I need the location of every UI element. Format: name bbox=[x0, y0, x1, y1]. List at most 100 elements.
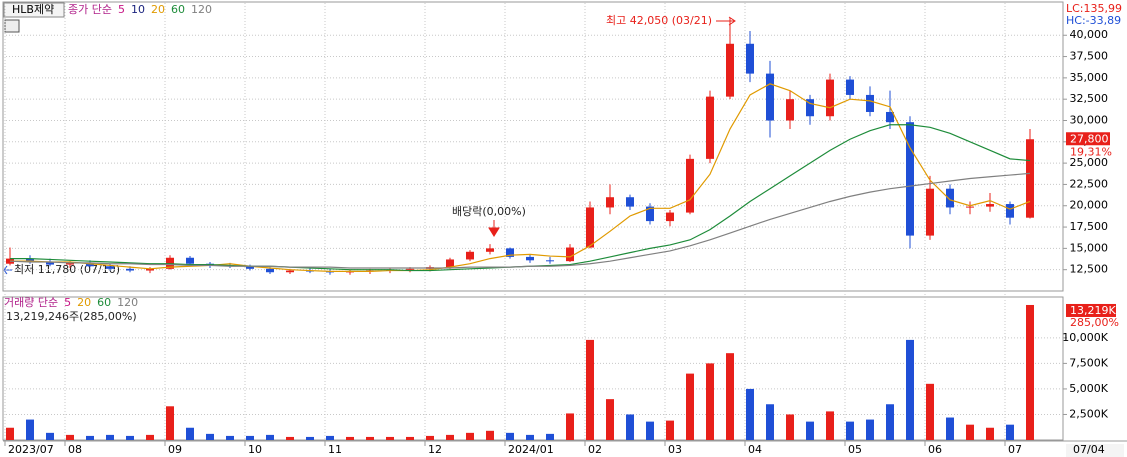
volume-bar bbox=[786, 414, 794, 440]
volume-bar bbox=[486, 430, 494, 440]
candle-body bbox=[126, 268, 134, 271]
volume-bar bbox=[846, 421, 854, 440]
volume-bar bbox=[26, 419, 34, 440]
candle-body bbox=[106, 266, 114, 269]
volume-bar bbox=[326, 435, 334, 440]
volume-bar bbox=[66, 434, 74, 440]
candle-body bbox=[626, 197, 634, 207]
annotation-high: 최고 42,050 (03/21) bbox=[606, 14, 712, 27]
volume-bar bbox=[306, 436, 314, 440]
candle-body bbox=[186, 257, 194, 264]
volume-summary: 13,219,246주(285,00%) bbox=[6, 310, 137, 323]
volume-bar bbox=[566, 413, 574, 440]
candle-body bbox=[1006, 204, 1014, 218]
volume-bar bbox=[686, 373, 694, 440]
price-legend-item: 종가 단순 bbox=[68, 3, 112, 16]
candle-body bbox=[686, 158, 694, 213]
volume-bar bbox=[526, 434, 534, 440]
y-tick-label: 35,000 bbox=[1070, 71, 1109, 84]
y-tick-label: 40,000 bbox=[1070, 28, 1109, 41]
volume-bar bbox=[666, 420, 674, 440]
candle-body bbox=[986, 204, 994, 207]
volume-bar bbox=[646, 421, 654, 440]
annotation-dividend: 배당락(0,00%) bbox=[452, 205, 526, 218]
x-tick-label: 02 bbox=[588, 443, 602, 456]
candle-body bbox=[806, 99, 814, 117]
candle-body bbox=[286, 270, 294, 273]
volume-bar bbox=[946, 417, 954, 440]
table-icon[interactable] bbox=[4, 19, 20, 33]
y-tick-label: 12,500 bbox=[1070, 263, 1109, 276]
candle-body bbox=[946, 188, 954, 208]
candle-body bbox=[566, 247, 574, 262]
candle-body bbox=[966, 206, 974, 208]
x-tick-label: 04 bbox=[748, 443, 762, 456]
y-tick-label: 25,000 bbox=[1070, 156, 1109, 169]
symbol-box[interactable] bbox=[3, 2, 65, 18]
candle-body bbox=[606, 197, 614, 208]
last-price-box bbox=[1066, 132, 1110, 146]
change-label: 19,31% bbox=[1070, 145, 1112, 158]
candle-body bbox=[86, 262, 94, 267]
y-tick-label: 22,500 bbox=[1070, 177, 1109, 190]
candle-body bbox=[506, 248, 514, 257]
candle-body bbox=[26, 258, 34, 263]
volume-bar bbox=[286, 436, 294, 440]
arrow-high bbox=[716, 16, 736, 26]
volume-bar bbox=[426, 435, 434, 440]
x-tick-label: 03 bbox=[668, 443, 682, 456]
candle-body bbox=[846, 79, 854, 95]
y-tick-label: 15,000 bbox=[1070, 241, 1109, 254]
volume-bar bbox=[806, 421, 814, 440]
volume-bar bbox=[406, 436, 414, 440]
moving-average-line bbox=[9, 172, 1031, 269]
volume-bar bbox=[826, 411, 834, 440]
candle-body bbox=[586, 207, 594, 248]
y-tick-label: 17,500 bbox=[1070, 220, 1109, 233]
candle-body bbox=[826, 79, 834, 117]
candle-body bbox=[726, 43, 734, 97]
x-tick-label: 2024/01 bbox=[508, 443, 554, 456]
volume-bar bbox=[186, 427, 194, 440]
volume-bar bbox=[626, 414, 634, 440]
candle-body bbox=[886, 111, 894, 123]
candle-body bbox=[926, 188, 934, 236]
y-tick-label: 30,000 bbox=[1070, 113, 1109, 126]
volume-bar bbox=[146, 434, 154, 440]
volume-bar bbox=[386, 436, 394, 440]
candle-body bbox=[666, 212, 674, 222]
y-tick-label: 32,500 bbox=[1070, 92, 1109, 105]
volume-legend-item: 거래량 단순 bbox=[4, 296, 58, 309]
volume-bar bbox=[226, 435, 234, 440]
volume-bar bbox=[746, 388, 754, 440]
arrow-dividend bbox=[488, 220, 500, 237]
volume-bar bbox=[446, 434, 454, 440]
candle-body bbox=[466, 251, 474, 260]
volume-bar bbox=[726, 353, 734, 440]
price-legend-item: 10 bbox=[131, 3, 145, 16]
volume-bar bbox=[706, 363, 714, 440]
candle-body bbox=[406, 268, 414, 270]
last-volume-box bbox=[1066, 303, 1116, 317]
candle-body bbox=[746, 43, 754, 74]
volume-bar bbox=[1006, 424, 1014, 440]
x-tick-label: 08 bbox=[68, 443, 82, 456]
y-tick-label: 2,500K bbox=[1069, 407, 1108, 420]
candle-body bbox=[766, 73, 774, 121]
candle-body bbox=[446, 259, 454, 268]
volume-bar bbox=[506, 432, 514, 440]
volume-bar bbox=[926, 383, 934, 440]
volume-bar bbox=[766, 404, 774, 440]
volume-bar bbox=[546, 433, 554, 440]
x-tick-label: 10 bbox=[248, 443, 262, 456]
candle-body bbox=[46, 262, 54, 265]
y-tick-label: 7,500K bbox=[1069, 356, 1108, 369]
volume-bar bbox=[966, 424, 974, 440]
y-tick-label: 37,500 bbox=[1070, 50, 1109, 63]
symbol: HLB제약 bbox=[12, 2, 54, 16]
candle-body bbox=[546, 260, 554, 262]
volume-bar bbox=[466, 432, 474, 440]
candle-body bbox=[646, 206, 654, 222]
volume-legend-item: 5 bbox=[64, 296, 71, 309]
